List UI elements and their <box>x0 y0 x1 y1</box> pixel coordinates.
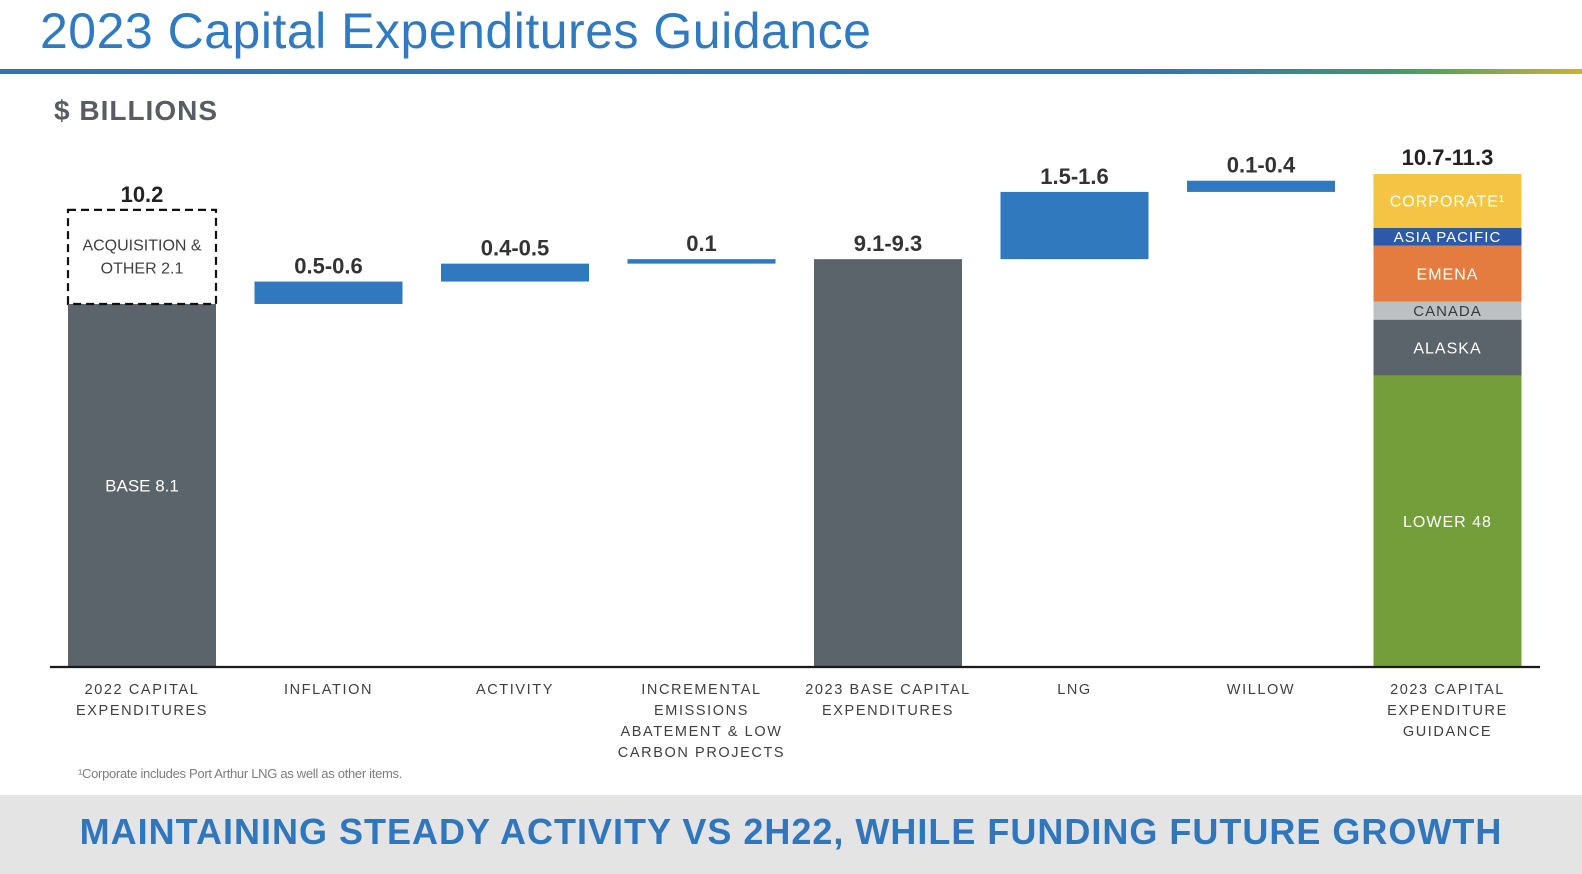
category-label-8-line-2: EXPENDITURE <box>1387 703 1508 719</box>
category-label-4-line-3: ABATEMENT & LOW <box>620 724 782 740</box>
bar-8-segment-4 <box>1373 245 1522 302</box>
bar-4-value-label: 0.1 <box>686 231 717 256</box>
bar-1-segment-label-line-1: ACQUISITION & <box>82 237 201 254</box>
category-label-2-line-1: INFLATION <box>284 682 373 698</box>
category-label-8-line-3: GUIDANCE <box>1403 724 1492 740</box>
bar-8-segment-label-4-line-1: EMENA <box>1417 266 1479 283</box>
page-title: 2023 Capital Expenditures Guidance <box>40 3 872 59</box>
bar-6-rect <box>1000 191 1149 260</box>
bar-8-segment-label-3-line-1: CANADA <box>1413 303 1482 320</box>
bottom-banner: MAINTAINING STEADY ACTIVITY VS 2H22, WHI… <box>0 795 1582 874</box>
bar-7-value-label: 0.1-0.4 <box>1227 153 1296 178</box>
bar-4-rect <box>627 259 776 264</box>
category-label-1-line-1: 2022 CAPITAL <box>85 682 200 698</box>
waterfall-chart: BASE 8.1 ACQUISITION & OTHER 2.1 10.2 2022 C… <box>50 145 1540 761</box>
bar-8-segment-5 <box>1373 227 1522 246</box>
bar-1-value-label: 10.2 <box>121 182 164 207</box>
bar-8-value-label: 10.7-11.3 <box>1402 145 1494 170</box>
bar-1-segment-2 <box>66 208 218 306</box>
category-label-4-line-1: INCREMENTAL <box>641 682 761 698</box>
bar-5-rect <box>814 259 962 667</box>
bar-8-segment-3 <box>1373 301 1522 320</box>
category-label-3-line-1: ACTIVITY <box>476 682 554 698</box>
category-label-4-line-2: EMISSIONS <box>654 703 749 719</box>
bar-8-segment-1 <box>1373 375 1522 667</box>
category-label-1-line-2: EXPENDITURES <box>76 703 208 719</box>
bar-1-segment-label-line-2: OTHER 2.1 <box>101 260 184 277</box>
bar-7-rect <box>1187 180 1335 192</box>
bar-1-segment-label-line-1: BASE 8.1 <box>105 476 179 495</box>
banner-text: MAINTAINING STEADY ACTIVITY VS 2H22, WHI… <box>79 811 1503 852</box>
bar-3-value-label: 0.4-0.5 <box>481 236 550 261</box>
title-divider <box>0 69 1582 74</box>
bar-8-segment-label-6-line-1: CORPORATE¹ <box>1390 194 1505 211</box>
bar-3-rect <box>441 263 589 282</box>
bar-5-value-label: 9.1-9.3 <box>854 231 923 256</box>
bar-6-value-label: 1.5-1.6 <box>1040 164 1109 189</box>
category-label-5-line-2: EXPENDITURES <box>822 703 954 719</box>
bar-2-value-label: 0.5-0.6 <box>294 254 363 279</box>
units-label: $ BILLIONS <box>54 95 219 126</box>
bar-1-segment-1 <box>68 303 216 667</box>
category-label-7-line-1: WILLOW <box>1227 682 1295 698</box>
bar-8-segment-label-2-line-1: ALASKA <box>1413 340 1481 357</box>
category-label-8-line-1: 2023 CAPITAL <box>1390 682 1505 698</box>
bar-8-segment-label-5-line-1: ASIA PACIFIC <box>1394 229 1502 246</box>
bar-8-segment-label-1-line-1: LOWER 48 <box>1403 514 1492 531</box>
category-label-5-line-1: 2023 BASE CAPITAL <box>805 682 971 698</box>
footnote: ¹Corporate includes Port Arthur LNG as w… <box>78 766 403 781</box>
category-label-4-line-4: CARBON PROJECTS <box>618 745 785 761</box>
bar-2-rect <box>254 281 403 304</box>
bar-8-segment-6 <box>1373 174 1522 228</box>
bar-8-segment-2 <box>1373 319 1522 376</box>
category-label-6-line-1: LNG <box>1057 682 1092 698</box>
